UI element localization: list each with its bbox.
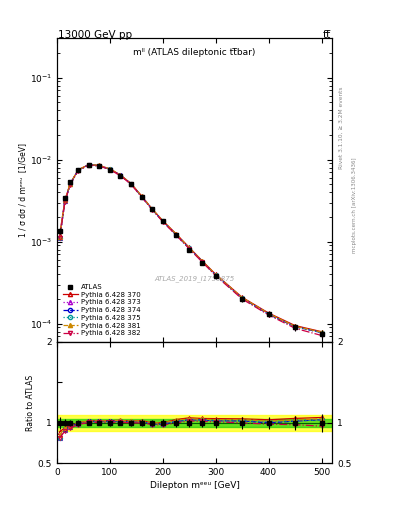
Y-axis label: 1 / σ dσ / d mᵉᵉᵘ  [1/GeV]: 1 / σ dσ / d mᵉᵉᵘ [1/GeV] xyxy=(18,143,27,237)
X-axis label: Dilepton mᵉᵉᵘ [GeV]: Dilepton mᵉᵉᵘ [GeV] xyxy=(150,481,239,490)
Text: mcplots.cern.ch [arXiv:1306.3436]: mcplots.cern.ch [arXiv:1306.3436] xyxy=(352,157,357,252)
Text: 13000 GeV pp: 13000 GeV pp xyxy=(58,30,132,40)
Y-axis label: Ratio to ATLAS: Ratio to ATLAS xyxy=(26,375,35,431)
Text: mˡˡ (ATLAS dileptonic tt̅bar): mˡˡ (ATLAS dileptonic tt̅bar) xyxy=(133,48,256,56)
Text: Rivet 3.1.10, ≥ 3.2M events: Rivet 3.1.10, ≥ 3.2M events xyxy=(339,87,344,169)
Bar xyxy=(57,415,332,431)
Legend: ATLAS, Pythia 6.428 370, Pythia 6.428 373, Pythia 6.428 374, Pythia 6.428 375, P: ATLAS, Pythia 6.428 370, Pythia 6.428 37… xyxy=(61,282,143,338)
Bar xyxy=(57,419,332,427)
Text: ATLAS_2019_I1759875: ATLAS_2019_I1759875 xyxy=(154,275,235,282)
Text: tt̅: tt̅ xyxy=(323,30,331,40)
